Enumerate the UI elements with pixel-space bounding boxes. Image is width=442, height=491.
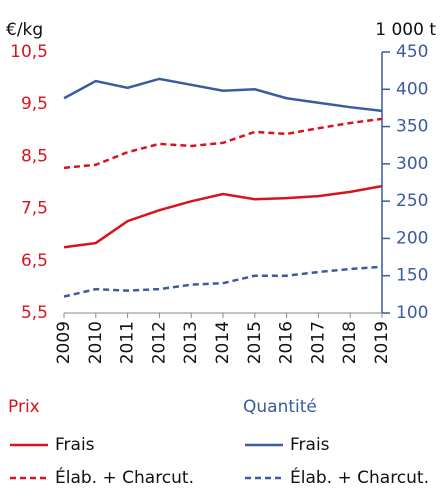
x-tick-label: 2010 [86, 321, 106, 364]
legend-label: Frais [55, 435, 95, 455]
legend-label: Élab. + Charcut. [290, 466, 429, 488]
x-tick-label: 2014 [213, 321, 233, 364]
x-tick-label: 2018 [340, 321, 360, 364]
x-tick-label: 2019 [372, 321, 392, 364]
x-tick-label: 2011 [118, 321, 138, 364]
legend-label: Frais [290, 435, 330, 455]
y2-tick-label: 400 [396, 79, 428, 99]
x-tick-label: 2015 [245, 321, 265, 364]
y2-tick-label: 150 [396, 266, 428, 286]
y-tick-label: 9,5 [21, 94, 48, 114]
x-tick-label: 2012 [149, 321, 169, 364]
y-tick-label: 6,5 [21, 251, 48, 271]
series-line [63, 265, 383, 298]
x-tick-label: 2016 [277, 321, 297, 364]
y2-tick-label: 200 [396, 228, 428, 248]
y-tick-label: 7,5 [21, 199, 48, 219]
y2-tick-label: 350 [396, 117, 428, 137]
y2-tick-label: 300 [396, 154, 428, 174]
y2-tick-label: 100 [396, 303, 428, 323]
x-tick-label: 2013 [181, 321, 201, 364]
series-line [63, 184, 383, 249]
y2-tick-label: 250 [396, 191, 428, 211]
y-tick-label: 5,5 [21, 303, 48, 323]
legend-title: Quantité [243, 397, 317, 417]
legend-title: Prix [8, 397, 40, 417]
x-tick-label: 2009 [54, 321, 74, 364]
series-line [63, 77, 383, 113]
y-axis-title: €/kg [6, 20, 43, 40]
y-tick-label: 10,5 [10, 42, 48, 62]
y-tick-label: 8,5 [21, 146, 48, 166]
series-line [63, 117, 383, 170]
y2-tick-label: 450 [396, 42, 428, 62]
legend-label: Élab. + Charcut. [55, 466, 194, 488]
y2-axis-title: 1 000 t [375, 20, 436, 40]
x-tick-label: 2017 [308, 321, 328, 364]
